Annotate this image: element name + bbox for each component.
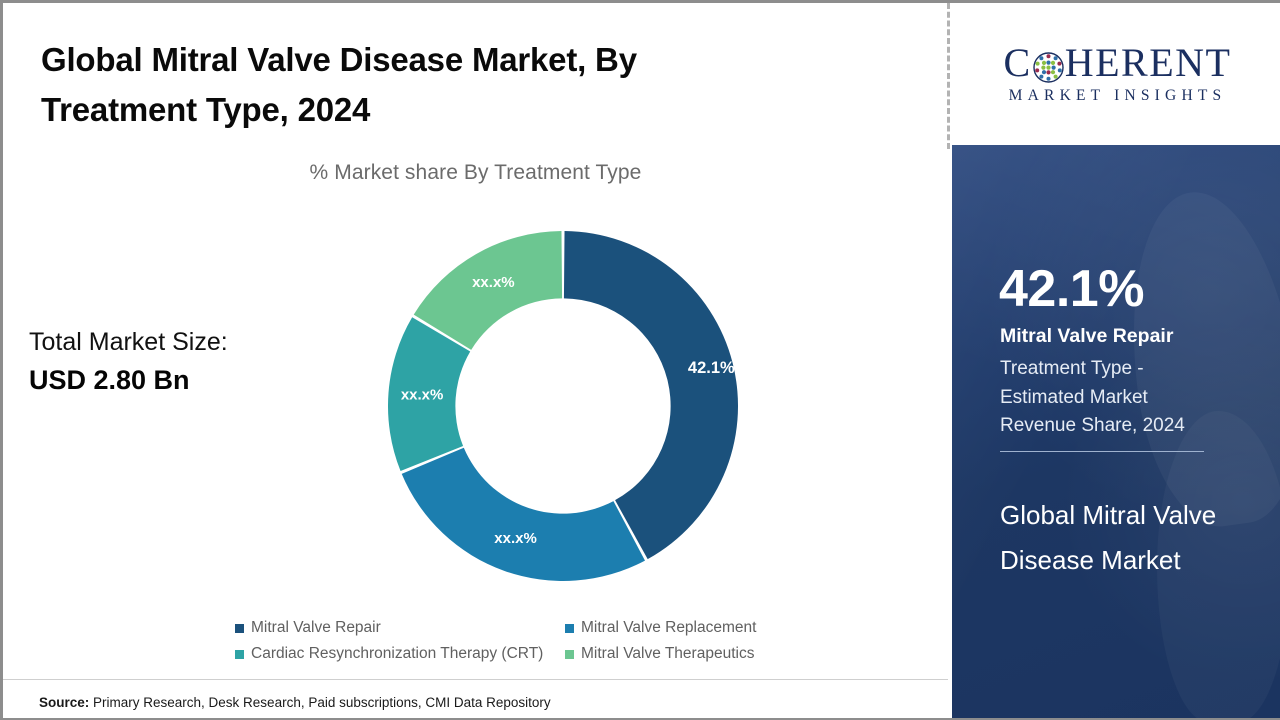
- source-divider: [3, 679, 948, 680]
- right-sidebar: C: [952, 3, 1280, 718]
- brand-logo-panel: C: [952, 3, 1280, 145]
- page-title: Global Mitral Valve Disease Market, By T…: [41, 41, 637, 128]
- source-note: Source: Primary Research, Desk Research,…: [39, 695, 551, 710]
- legend-item-crt[interactable]: Cardiac Resynchronization Therapy (CRT): [235, 645, 565, 663]
- main-content-area: Global Mitral Valve Disease Market, By T…: [3, 3, 948, 718]
- market-name: Global Mitral Valve Disease Market: [1000, 500, 1217, 575]
- stat-description: Treatment Type - Estimated Market Revenu…: [1000, 358, 1185, 436]
- chart-legend: Mitral Valve Repair Mitral Valve Replace…: [235, 619, 795, 671]
- chart-subtitle: % Market share By Treatment Type: [309, 161, 642, 184]
- stat-divider: [1000, 451, 1204, 452]
- legend-label: Cardiac Resynchronization Therapy (CRT): [251, 645, 544, 662]
- vertical-dashed-separator: [947, 3, 950, 149]
- brand-logo-subtitle: MARKET INSIGHTS: [1008, 87, 1227, 104]
- donut-slice-label: xx.x%: [401, 386, 444, 403]
- donut-slice-labels: 42.1% xx.x% xx.x% xx.x%: [401, 274, 735, 547]
- source-label: Source:: [39, 695, 90, 710]
- brand-logo-text-herent: HERENT: [1064, 40, 1232, 85]
- stat-percent-value: 42.1%: [999, 260, 1144, 318]
- donut-slice[interactable]: [563, 231, 738, 560]
- sidebar-body: 42.1% Mitral Valve Repair Treatment Type…: [952, 145, 1280, 718]
- legend-item-mitral-valve-therapeutics[interactable]: Mitral Valve Therapeutics: [565, 645, 754, 663]
- total-market-size-block: Total Market Size: USD 2.80 Bn: [29, 325, 329, 399]
- donut-slice[interactable]: [388, 317, 471, 472]
- brand-logo-wordmark: C: [970, 43, 1266, 83]
- brand-logo: C: [970, 43, 1266, 105]
- total-market-size-label: Total Market Size:: [29, 328, 228, 356]
- donut-slice[interactable]: [413, 231, 563, 350]
- stat-segment-name: Mitral Valve Repair: [1000, 325, 1174, 347]
- donut-chart-svg: 42.1% xx.x% xx.x% xx.x%: [388, 231, 738, 581]
- legend-swatch-icon: [565, 623, 574, 633]
- legend-row: Cardiac Resynchronization Therapy (CRT) …: [235, 645, 795, 663]
- source-text: Primary Research, Desk Research, Paid su…: [89, 695, 551, 710]
- legend-label: Mitral Valve Replacement: [581, 619, 757, 636]
- legend-swatch-icon: [235, 649, 244, 659]
- legend-label: Mitral Valve Therapeutics: [581, 645, 755, 662]
- legend-item-mitral-valve-repair[interactable]: Mitral Valve Repair: [235, 619, 565, 637]
- donut-slice-label: 42.1%: [688, 359, 735, 377]
- donut-slice[interactable]: [401, 447, 645, 581]
- legend-row: Mitral Valve Repair Mitral Valve Replace…: [235, 619, 795, 637]
- donut-slice-label: xx.x%: [472, 274, 515, 291]
- legend-swatch-icon: [565, 649, 574, 659]
- donut-slices: [388, 231, 738, 581]
- donut-chart: 42.1% xx.x% xx.x% xx.x%: [388, 231, 738, 581]
- donut-slice-label: xx.x%: [494, 530, 537, 547]
- brand-logo-letter-c: C: [1003, 40, 1032, 85]
- legend-item-mitral-valve-replacement[interactable]: Mitral Valve Replacement: [565, 619, 756, 637]
- globe-icon: [1033, 50, 1064, 83]
- legend-label: Mitral Valve Repair: [251, 619, 381, 636]
- legend-swatch-icon: [235, 623, 244, 633]
- total-market-size-value: USD 2.80 Bn: [29, 365, 190, 395]
